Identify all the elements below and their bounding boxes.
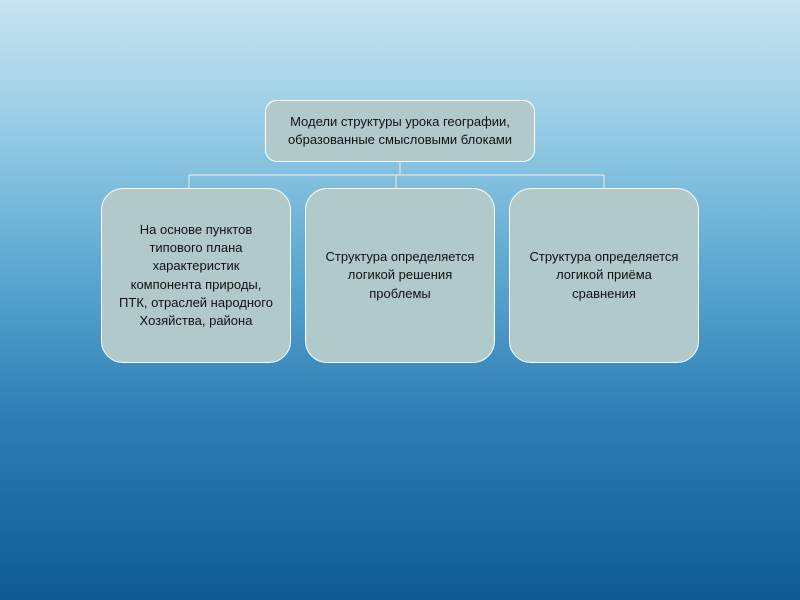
- child-label: Структура определяется логикой приёма ср…: [526, 248, 682, 303]
- root-node: Модели структуры урока географии, образо…: [265, 100, 535, 162]
- org-chart: Модели структуры урока географии, образо…: [50, 100, 750, 363]
- child-node-2: Структура определяется логикой решения п…: [305, 188, 495, 363]
- children-row: На основе пунктов типового плана характе…: [50, 188, 750, 363]
- child-label: Структура определяется логикой решения п…: [322, 248, 478, 303]
- child-node-1: На основе пунктов типового плана характе…: [101, 188, 291, 363]
- child-label: На основе пунктов типового плана характе…: [118, 221, 274, 330]
- root-label: Модели структуры урока географии, образо…: [280, 113, 520, 148]
- child-node-3: Структура определяется логикой приёма ср…: [509, 188, 699, 363]
